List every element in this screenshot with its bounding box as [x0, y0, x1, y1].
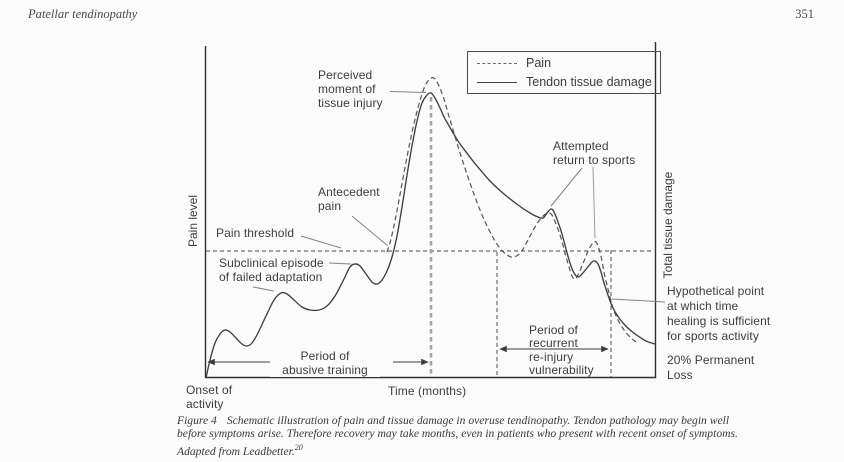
- subclinical-pointer-2: [252, 286, 275, 292]
- annotation-reinjury-vulnerability: Period of recurrent re-injury vulnerabil…: [529, 323, 594, 378]
- page-number: 351: [795, 7, 814, 21]
- annotation-onset-of-activity: Onset of activity: [186, 383, 233, 411]
- pain-curve: [386, 76, 637, 343]
- figure-label: Figure 4: [177, 414, 217, 427]
- figure-caption: Figure 4 Schematic illustration of pain a…: [177, 414, 738, 458]
- caption-line-1: Figure 4 Schematic illustration of pain a…: [177, 414, 730, 427]
- x-axis-label: Time (months): [388, 384, 467, 398]
- legend-pain-label: Pain: [526, 56, 552, 70]
- legend-damage-label: Tendon tissue damage: [526, 75, 652, 89]
- tendon-damage-curve: [205, 92, 656, 379]
- y-axis-right-label: Total tissue damage: [661, 171, 675, 279]
- legend-row-damage: Tendon tissue damage: [477, 75, 660, 89]
- attempted-return-pointer-1: [550, 167, 583, 207]
- annotation-permanent-loss: 20% Permanent Loss: [667, 353, 755, 382]
- annotation-attempted-return: Attempted return to sports: [553, 139, 636, 167]
- perceived-injury-pointer: [389, 91, 427, 93]
- annotation-hypothetical-point: Hypothetical point at which time healing…: [667, 284, 771, 343]
- annotation-subclinical-episode: Subclinical episode of failed adaptation: [219, 256, 324, 284]
- chart-legend: Pain Tendon tissue damage: [467, 51, 661, 94]
- annotation-perceived-injury: Perceived moment of tissue injury: [318, 68, 383, 110]
- y-axis-left-label: Pain level: [186, 194, 200, 248]
- pain-threshold-pointer: [300, 235, 342, 249]
- period-arrows: [207, 345, 609, 366]
- callout-pointers: [252, 91, 666, 303]
- subclinical-pointer-1: [328, 262, 352, 265]
- pain-dashed-key-icon: [477, 62, 517, 64]
- annotation-abusive-training: Period of abusive training: [270, 349, 380, 377]
- annotation-pain-threshold: Pain threshold: [216, 226, 295, 240]
- antecedent-pain-pointer: [351, 215, 389, 247]
- legend-row-pain: Pain: [477, 56, 660, 70]
- page-header-title: Patellar tendinopathy: [28, 7, 138, 21]
- caption-line-3: Adapted from Leadbetter.20: [177, 442, 303, 458]
- caption-line-2: before symptoms arise. Therefore recover…: [177, 427, 738, 441]
- annotation-antecedent-pain: Antecedent pain: [318, 185, 380, 213]
- damage-solid-key-icon: [477, 81, 517, 83]
- caption-reference-mark: 20: [294, 442, 303, 452]
- attempted-return-pointer-2: [592, 166, 596, 239]
- hypothetical-point-pointer: [611, 298, 666, 303]
